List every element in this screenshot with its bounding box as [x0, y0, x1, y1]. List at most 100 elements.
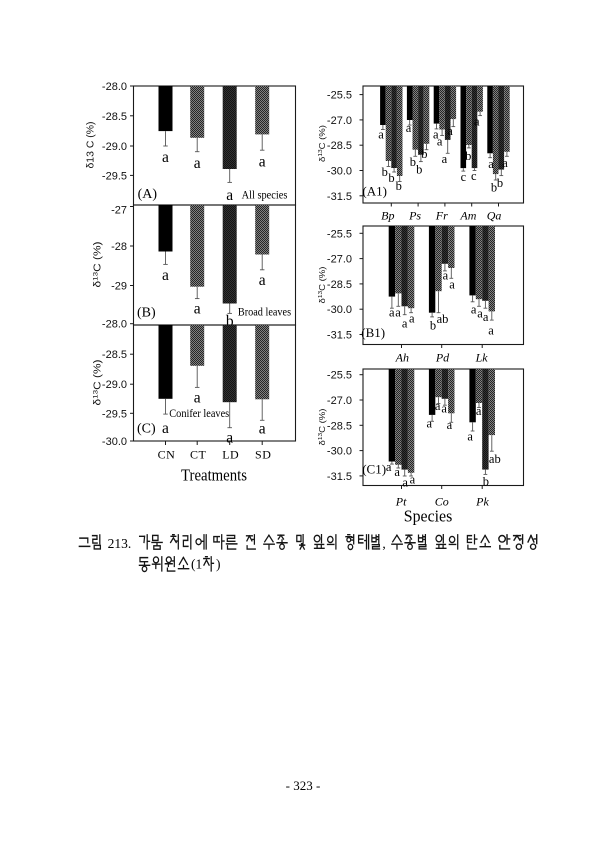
- svg-text:a: a: [395, 306, 401, 320]
- svg-text:-28.5: -28.5: [327, 420, 352, 432]
- svg-text:a: a: [409, 312, 415, 326]
- svg-text:-25.5: -25.5: [327, 90, 352, 102]
- svg-text:a: a: [502, 156, 508, 170]
- svg-text:Pd: Pd: [435, 351, 450, 365]
- svg-text:a: a: [194, 301, 201, 318]
- svg-text:-28.0: -28.0: [102, 81, 127, 93]
- svg-text:,: ,: [382, 536, 385, 551]
- svg-text:a: a: [447, 124, 453, 138]
- svg-text:Pk: Pk: [475, 495, 489, 509]
- svg-text:-30.0: -30.0: [327, 304, 352, 316]
- svg-text:Ps: Ps: [408, 209, 421, 223]
- svg-text:213.: 213.: [108, 536, 132, 551]
- svg-text:b: b: [226, 313, 234, 330]
- svg-text:a: a: [483, 310, 489, 324]
- svg-text:a: a: [488, 324, 494, 338]
- svg-text:-28: -28: [111, 241, 127, 253]
- svg-text:a: a: [162, 267, 169, 284]
- svg-text:- 323 -: - 323 -: [286, 778, 321, 793]
- svg-text:(A1): (A1): [362, 184, 387, 199]
- svg-text:b: b: [430, 319, 436, 333]
- svg-text:-28.0: -28.0: [102, 319, 127, 331]
- svg-text:a: a: [410, 473, 416, 487]
- svg-text:a: a: [441, 402, 447, 416]
- svg-text:-31.5: -31.5: [327, 471, 352, 483]
- svg-text:b: b: [396, 179, 402, 193]
- svg-text:a: a: [378, 127, 384, 141]
- svg-text:CN: CN: [158, 448, 176, 462]
- svg-text:SD: SD: [255, 448, 271, 462]
- svg-text:Treatments: Treatments: [181, 466, 247, 485]
- svg-text:-27.0: -27.0: [327, 254, 352, 266]
- svg-text:a: a: [427, 417, 433, 431]
- svg-text:δ13C (%): δ13C (%): [92, 360, 104, 406]
- svg-text:a: a: [386, 460, 392, 474]
- svg-text:a: a: [435, 399, 441, 413]
- svg-text:δ13C (%): δ13C (%): [317, 266, 327, 303]
- svg-text:(1: (1: [191, 557, 202, 572]
- svg-text:a: a: [488, 157, 494, 171]
- svg-text:a: a: [406, 121, 412, 135]
- svg-text:-29.5: -29.5: [102, 408, 127, 420]
- svg-text:δ13C (%): δ13C (%): [92, 242, 104, 288]
- svg-text:c: c: [461, 170, 467, 184]
- svg-text:a: a: [467, 430, 473, 444]
- svg-text:b: b: [410, 155, 416, 169]
- svg-text:ab: ab: [489, 452, 501, 466]
- svg-text:a: a: [443, 269, 449, 283]
- svg-text:a: a: [402, 317, 408, 331]
- svg-text:Co: Co: [435, 495, 449, 509]
- svg-text:-28.5: -28.5: [327, 279, 352, 291]
- svg-text:a: a: [477, 307, 483, 321]
- svg-text:b: b: [421, 147, 427, 161]
- svg-text:a: a: [471, 303, 477, 317]
- svg-text:-29: -29: [111, 281, 127, 293]
- svg-text:a: a: [476, 404, 482, 418]
- svg-text:Pt: Pt: [395, 495, 407, 509]
- svg-text:-31.5: -31.5: [327, 330, 352, 342]
- svg-text:LD: LD: [222, 448, 239, 462]
- svg-text:a: a: [449, 278, 455, 292]
- svg-text:a: a: [402, 476, 408, 490]
- svg-text:δ13C (%): δ13C (%): [317, 125, 327, 162]
- svg-text:b: b: [491, 181, 497, 195]
- svg-text:-30.0: -30.0: [327, 446, 352, 458]
- svg-text:CT: CT: [190, 448, 207, 462]
- svg-text:-27: -27: [111, 205, 127, 217]
- svg-text:(B): (B): [137, 306, 156, 321]
- svg-text:-30.0: -30.0: [102, 436, 127, 448]
- svg-text:-29.0: -29.0: [102, 379, 127, 391]
- svg-text:a: a: [442, 152, 448, 166]
- svg-text:a: a: [389, 306, 395, 320]
- svg-text:a: a: [226, 430, 233, 447]
- svg-text:b: b: [483, 475, 489, 489]
- svg-text:a: a: [394, 465, 400, 479]
- svg-text:-29.0: -29.0: [102, 141, 127, 153]
- svg-text:Species: Species: [404, 507, 453, 526]
- svg-text:-28.5: -28.5: [102, 349, 127, 361]
- svg-text:b: b: [388, 171, 394, 185]
- svg-text:-28.5: -28.5: [102, 111, 127, 123]
- svg-text:a: a: [433, 128, 439, 142]
- svg-text:a: a: [194, 155, 201, 172]
- svg-text:Qa: Qa: [487, 209, 502, 223]
- svg-text:a: a: [162, 420, 169, 437]
- svg-text:ab: ab: [437, 312, 449, 326]
- svg-text:c: c: [471, 169, 477, 183]
- svg-text:b: b: [497, 176, 503, 190]
- svg-text:(B1): (B1): [361, 325, 385, 340]
- svg-text:): ): [216, 557, 221, 572]
- svg-text:Lk: Lk: [475, 351, 489, 365]
- svg-text:δ13C (%): δ13C (%): [317, 408, 327, 445]
- svg-text:a: a: [474, 115, 480, 129]
- svg-text:Fr: Fr: [435, 209, 448, 223]
- svg-text:Conifer leaves: Conifer leaves: [169, 408, 229, 420]
- svg-text:-29.5: -29.5: [102, 170, 127, 182]
- svg-text:All species: All species: [242, 190, 288, 202]
- svg-text:(C1): (C1): [362, 462, 386, 477]
- svg-text:(C): (C): [137, 422, 156, 437]
- svg-text:-27.0: -27.0: [327, 395, 352, 407]
- svg-text:a: a: [259, 154, 266, 171]
- svg-text:b: b: [416, 163, 422, 177]
- svg-text:-28.5: -28.5: [327, 140, 352, 152]
